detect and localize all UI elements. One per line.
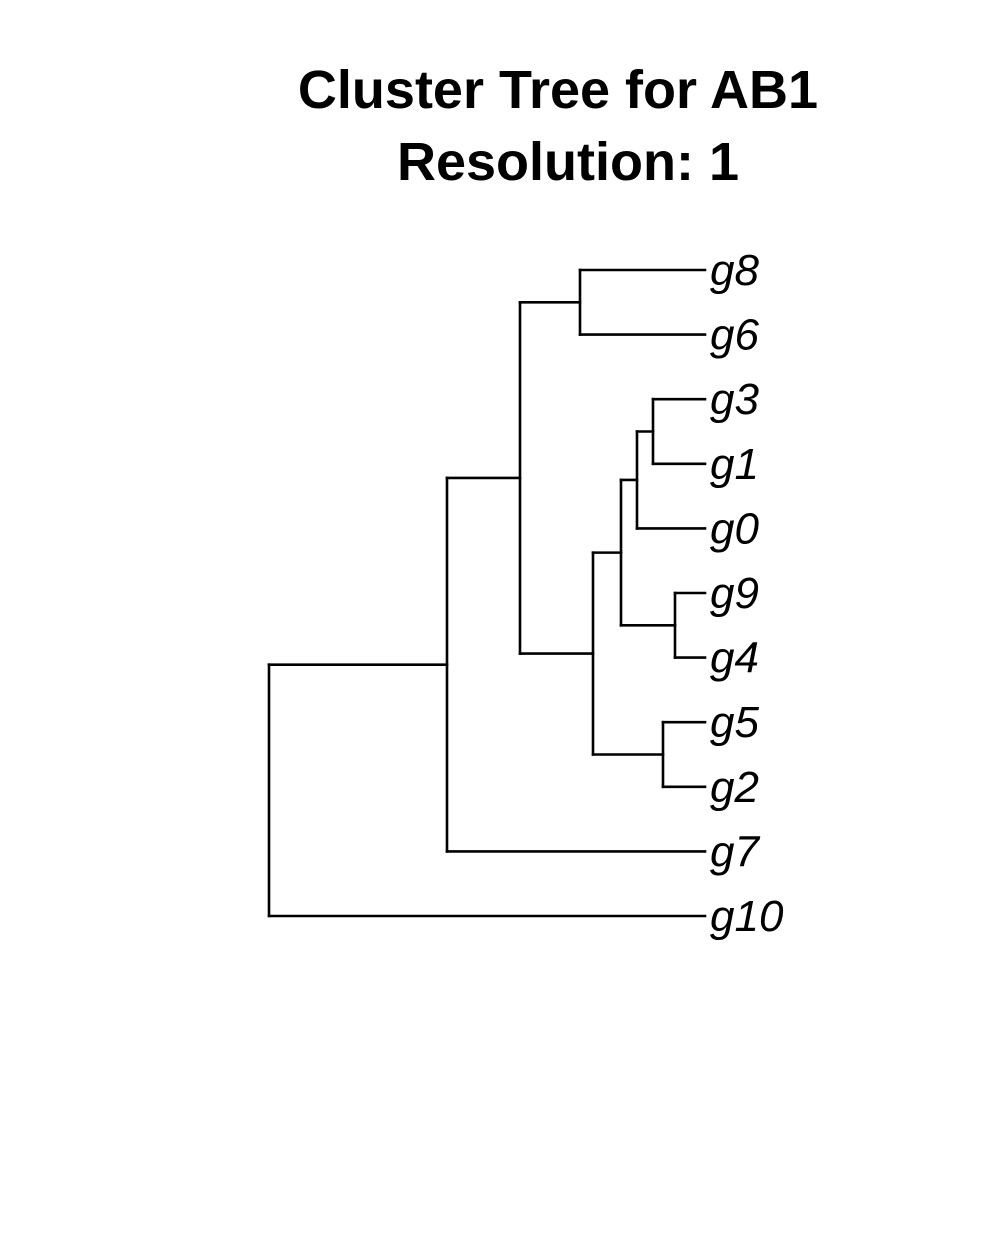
tree-edges (267, 268, 707, 918)
tip-label-g9: g9 (710, 569, 759, 618)
tip-label-g7: g7 (710, 827, 760, 876)
chart-title-line-1: Cluster Tree for AB1 (297, 60, 819, 120)
tip-label-g4: g4 (710, 634, 759, 683)
tip-label-g5: g5 (710, 698, 759, 747)
tip-label-g2: g2 (710, 763, 759, 812)
tip-label-g0: g0 (710, 504, 759, 553)
tip-label-g1: g1 (710, 440, 759, 489)
tip-label-g10: g10 (710, 892, 784, 941)
tip-label-g3: g3 (710, 375, 759, 424)
tip-label-g8: g8 (710, 246, 759, 295)
tip-labels: g8 g6 g3 g1 g0 g9 g4 g5 g2 g7 g10 (710, 246, 784, 941)
tip-label-g6: g6 (710, 311, 759, 360)
chart-title-line-2: Resolution: 1 (396, 132, 739, 192)
